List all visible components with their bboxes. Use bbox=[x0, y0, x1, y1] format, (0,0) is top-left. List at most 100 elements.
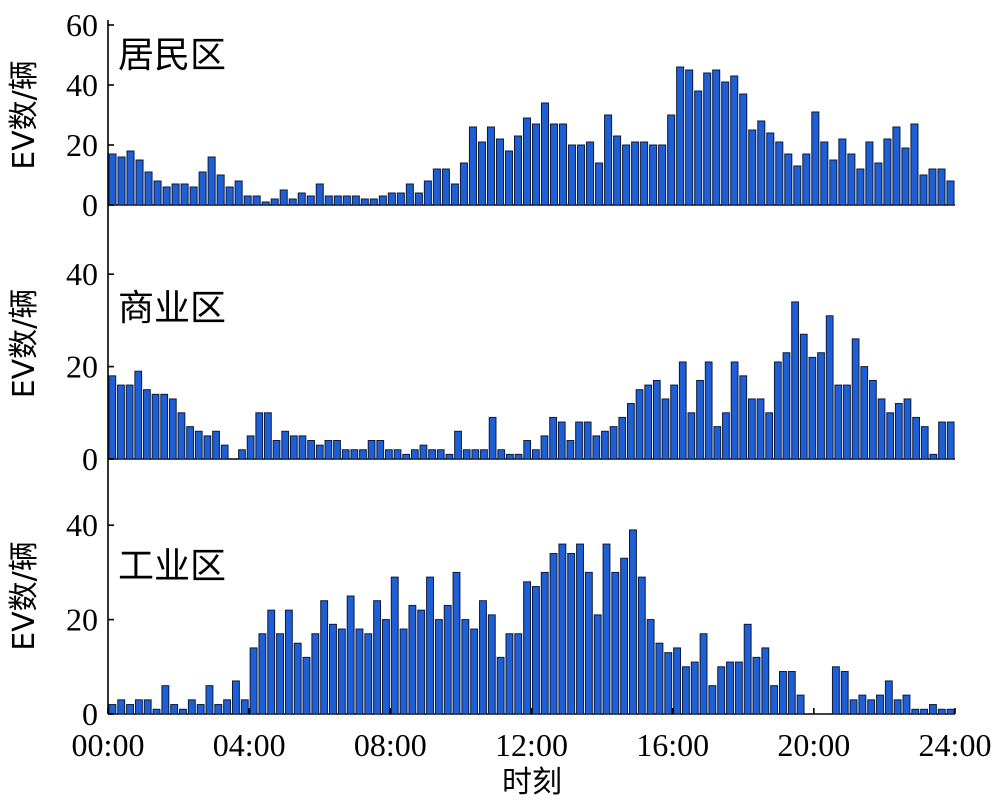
bar bbox=[929, 453, 938, 460]
bar bbox=[297, 192, 306, 206]
bar bbox=[627, 403, 635, 460]
bar bbox=[445, 453, 454, 460]
bar bbox=[775, 141, 784, 206]
bar bbox=[134, 370, 143, 460]
bar bbox=[584, 571, 593, 715]
bar bbox=[258, 633, 267, 715]
y-tick-label: 20 bbox=[66, 602, 98, 638]
bar bbox=[272, 440, 281, 460]
bar bbox=[311, 633, 320, 715]
bar bbox=[385, 449, 393, 460]
bar bbox=[506, 453, 514, 460]
bar bbox=[504, 150, 513, 206]
bar bbox=[549, 416, 557, 460]
bar bbox=[410, 449, 419, 460]
bar bbox=[243, 195, 252, 206]
bar bbox=[748, 129, 757, 206]
bar bbox=[559, 123, 568, 206]
bar bbox=[134, 699, 143, 715]
y-axis-label: EV数/辆 bbox=[7, 541, 42, 651]
bar bbox=[497, 449, 506, 460]
bar bbox=[350, 449, 359, 460]
bar bbox=[575, 421, 583, 460]
bar bbox=[779, 671, 787, 715]
bar bbox=[307, 440, 315, 460]
bar bbox=[355, 628, 364, 715]
bar bbox=[459, 162, 468, 206]
bar bbox=[125, 384, 134, 460]
bar bbox=[655, 642, 664, 715]
bar bbox=[441, 168, 450, 206]
bar bbox=[685, 69, 694, 206]
bar bbox=[390, 576, 399, 715]
bar bbox=[903, 398, 912, 460]
bar bbox=[611, 571, 620, 715]
bar bbox=[479, 600, 487, 715]
bar bbox=[270, 198, 279, 206]
bar bbox=[160, 393, 169, 460]
bar bbox=[143, 389, 151, 460]
bar bbox=[886, 412, 895, 460]
bar bbox=[342, 195, 351, 206]
bar bbox=[640, 141, 649, 206]
bar bbox=[468, 126, 477, 206]
bar bbox=[620, 557, 629, 715]
bar bbox=[369, 198, 378, 206]
bar bbox=[234, 180, 243, 206]
bar bbox=[817, 352, 825, 460]
bar bbox=[207, 156, 216, 206]
bar bbox=[937, 708, 946, 715]
bar bbox=[766, 132, 775, 206]
y-axis-label: EV数/辆 bbox=[7, 60, 42, 170]
bar bbox=[782, 352, 791, 460]
bar bbox=[408, 604, 417, 715]
bar bbox=[108, 704, 117, 715]
bar bbox=[436, 449, 445, 460]
bar bbox=[402, 453, 411, 460]
bar bbox=[829, 159, 838, 206]
bar bbox=[293, 642, 302, 715]
bar bbox=[434, 619, 443, 715]
bar bbox=[223, 699, 232, 715]
bar bbox=[840, 671, 849, 715]
bar bbox=[162, 186, 171, 206]
bar bbox=[196, 704, 205, 715]
bar bbox=[462, 449, 471, 460]
panel-title: 居民区 bbox=[118, 35, 226, 76]
bar bbox=[514, 453, 523, 460]
bar bbox=[198, 171, 207, 206]
bar bbox=[486, 126, 495, 206]
bar bbox=[664, 652, 673, 715]
bar bbox=[847, 153, 856, 206]
bar bbox=[531, 449, 540, 460]
bar bbox=[341, 449, 350, 460]
bar bbox=[324, 195, 333, 206]
y-tick-label: 40 bbox=[66, 256, 98, 292]
bar bbox=[267, 609, 276, 715]
bar bbox=[757, 120, 766, 206]
x-tick-label: 12:00 bbox=[495, 727, 568, 763]
bar bbox=[604, 114, 613, 206]
bar bbox=[946, 708, 955, 715]
bar bbox=[629, 529, 637, 715]
bar bbox=[820, 141, 829, 206]
x-tick-label: 24:00 bbox=[919, 727, 992, 763]
panel-title: 工业区 bbox=[118, 546, 226, 587]
bar bbox=[443, 604, 452, 715]
bar bbox=[834, 384, 843, 460]
bar bbox=[773, 361, 782, 460]
bar bbox=[938, 421, 946, 460]
panel-3: 0 20 40 工业区 EV数/辆 00:00 04:00 08:00 12:00 16:00 20… bbox=[7, 507, 991, 800]
bar bbox=[678, 361, 687, 460]
bar bbox=[523, 581, 532, 715]
bar bbox=[337, 628, 346, 715]
bar bbox=[203, 435, 212, 460]
bar bbox=[414, 192, 423, 206]
bar bbox=[284, 609, 293, 715]
bar bbox=[796, 694, 805, 715]
y-tick-label: 0 bbox=[82, 441, 98, 477]
y-tick-label: 0 bbox=[82, 187, 98, 223]
y-tick-label: 20 bbox=[66, 127, 98, 163]
bar bbox=[454, 430, 462, 460]
bar bbox=[673, 647, 682, 715]
